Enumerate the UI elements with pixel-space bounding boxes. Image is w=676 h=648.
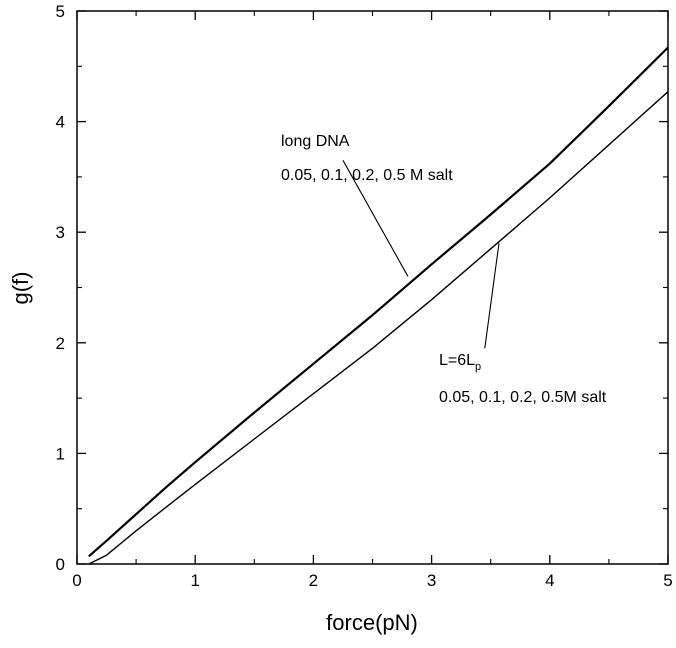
x-tick-label: 3 [427,571,436,590]
annotation-finite-length-subscript: p [475,361,481,373]
y-axis-title: g(f) [8,272,33,305]
y-tick-label: 0 [56,555,65,574]
y-tick-label: 5 [56,2,65,21]
series-group [88,46,669,565]
x-tick-label: 4 [545,571,554,590]
annotation-finite-length-label: L=6Lp [439,352,481,373]
annotation-long-dna-line2: 0.05, 0.1, 0.2, 0.5 M salt [281,167,453,184]
x-tick-label: 5 [663,571,672,590]
plot-frame [76,10,669,565]
x-tick-label: 1 [190,571,199,590]
y-tick-label: 3 [56,223,65,242]
annotation-pointer-2 [484,243,500,349]
y-tick-label: 4 [56,113,65,132]
series-line-1 [88,46,669,558]
annotation-finite-length-main: L=6L [439,352,475,369]
annotations-group [342,160,500,349]
annotation-finite-length-line2: 0.05, 0.1, 0.2, 0.5M salt [439,389,607,406]
axis-ticks: 0 1 2 3 4 5 0 1 2 3 4 5 [56,2,673,590]
annotation-pointer-1 [342,160,409,277]
y-tick-label: 2 [56,334,65,353]
y-tick-label: 1 [56,444,65,463]
x-axis-title: force(pN) [326,610,418,635]
x-tick-label: 2 [309,571,318,590]
x-tick-label: 0 [72,571,81,590]
annotation-long-dna-line1: long DNA [281,133,350,150]
series-line-2 [88,91,669,565]
